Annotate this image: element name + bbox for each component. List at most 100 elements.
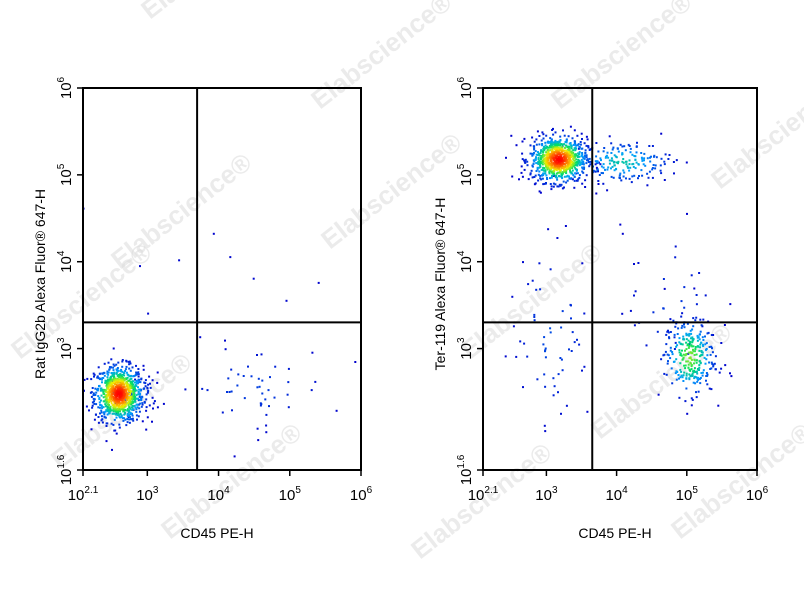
- event-dot: [542, 343, 545, 346]
- event-dot: [682, 380, 685, 382]
- event-dot: [109, 409, 112, 412]
- event-dot: [93, 402, 96, 405]
- event-dot: [696, 380, 699, 383]
- event-dot: [212, 232, 215, 235]
- event-dot: [537, 160, 540, 163]
- event-dot: [116, 377, 119, 380]
- x-tick-label: 106: [350, 485, 373, 504]
- event-dot: [565, 168, 568, 171]
- event-dot: [570, 156, 573, 159]
- watermark-text: Elabscience®: [5, 237, 157, 365]
- event-dot: [105, 404, 108, 407]
- event-dot: [100, 415, 103, 418]
- event-dot: [105, 401, 108, 404]
- event-dot: [562, 156, 565, 159]
- event-dot: [91, 404, 94, 407]
- event-dot: [125, 398, 128, 400]
- event-dot: [583, 157, 586, 160]
- event-dot: [132, 388, 135, 391]
- event-dot: [674, 245, 677, 248]
- event-dot: [112, 369, 115, 372]
- event-dot: [606, 151, 609, 154]
- event-dot: [135, 379, 138, 382]
- event-dot: [112, 423, 115, 426]
- event-dot: [227, 377, 230, 380]
- event-dot: [542, 166, 545, 169]
- event-dot: [109, 405, 112, 408]
- event-dot: [132, 383, 135, 386]
- event-dot: [544, 141, 547, 144]
- event-dot: [560, 151, 563, 154]
- event-dot: [526, 160, 529, 163]
- event-dot: [644, 164, 647, 167]
- event-dot: [706, 373, 709, 376]
- event-dot: [135, 397, 138, 400]
- y-tick-label: 104: [456, 250, 475, 273]
- y-tick-label: 105: [456, 163, 475, 186]
- event-dot: [713, 362, 716, 365]
- event-dot: [137, 393, 140, 396]
- event-dot: [287, 367, 290, 370]
- event-dot: [561, 369, 564, 372]
- watermark-text: Elabscience®: [305, 0, 457, 115]
- event-dot: [121, 370, 124, 373]
- event-dot: [548, 169, 551, 172]
- event-dot: [122, 394, 125, 397]
- event-dot: [691, 375, 694, 377]
- event-dot: [256, 354, 258, 356]
- event-dot: [710, 361, 713, 364]
- event-dot: [663, 353, 666, 356]
- event-dot: [146, 386, 149, 389]
- event-dot: [627, 143, 630, 146]
- event-dot: [648, 145, 651, 147]
- event-dot: [104, 389, 107, 392]
- event-dot: [101, 421, 104, 424]
- event-dot: [565, 139, 568, 142]
- event-dot: [544, 172, 547, 175]
- event-dot: [553, 162, 555, 165]
- event-dot: [676, 333, 679, 335]
- event-dot: [97, 421, 100, 424]
- event-dot: [582, 166, 585, 169]
- event-dot: [101, 372, 104, 375]
- event-dot: [584, 149, 587, 152]
- event-dot: [557, 148, 560, 151]
- event-dot: [92, 372, 95, 375]
- event-dot: [109, 388, 112, 391]
- event-dot: [692, 370, 695, 373]
- event-dot: [555, 169, 558, 171]
- event-dot: [550, 162, 553, 165]
- event-dot: [585, 154, 588, 157]
- event-dot: [630, 181, 633, 184]
- event-dot: [101, 418, 104, 421]
- event-dot: [108, 393, 111, 396]
- event-dot: [108, 385, 111, 388]
- event-dot: [552, 166, 555, 169]
- event-dot: [533, 316, 536, 318]
- event-dot: [663, 179, 666, 181]
- event-dot: [101, 378, 103, 381]
- event-dot: [690, 368, 693, 371]
- event-dot: [112, 408, 115, 411]
- event-dot: [115, 403, 118, 406]
- event-dot: [556, 171, 559, 174]
- event-dot: [690, 337, 692, 340]
- event-dot: [538, 159, 541, 162]
- event-dot: [643, 157, 646, 160]
- event-dot: [565, 170, 568, 173]
- event-dot: [543, 147, 546, 150]
- event-dot: [124, 418, 127, 421]
- event-dot: [657, 393, 660, 396]
- event-dot: [105, 440, 108, 443]
- event-dot: [93, 375, 95, 378]
- event-dot: [559, 357, 562, 359]
- event-dot: [680, 370, 683, 373]
- event-dot: [112, 366, 115, 369]
- event-dot: [148, 404, 151, 407]
- event-dot: [265, 431, 268, 434]
- event-dot: [547, 159, 550, 162]
- event-dot: [134, 381, 136, 384]
- event-dot: [120, 398, 123, 401]
- event-dot: [124, 368, 127, 371]
- event-dot: [132, 398, 135, 401]
